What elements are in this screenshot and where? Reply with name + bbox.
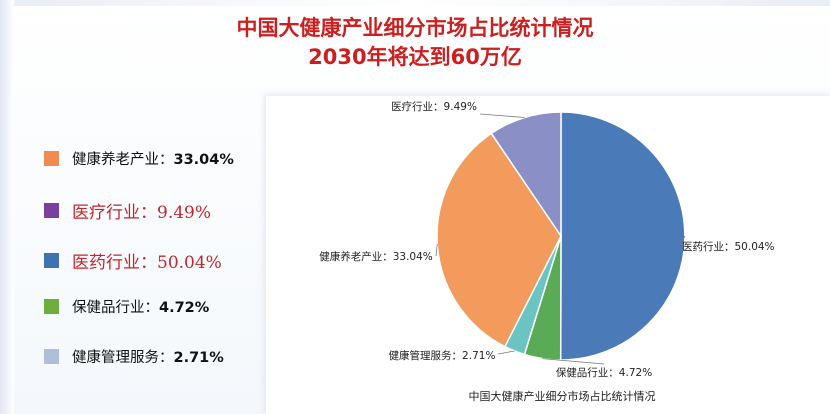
legend-label: 医疗行业： — [72, 202, 157, 223]
legend-value: 50.04% — [157, 252, 222, 273]
legend-label: 医药行业： — [72, 252, 157, 273]
legend-value: 4.72% — [159, 299, 210, 316]
legend-swatch — [44, 252, 59, 268]
chart-caption: 中国大健康产业细分市场占比统计情况 — [469, 389, 656, 403]
pie-leader-lines — [435, 113, 686, 365]
frame-left-border — [0, 0, 14, 414]
legend-swatch — [44, 298, 59, 314]
slice-label-eldercare: 健康养老产业：33.04% — [319, 250, 433, 263]
legend-swatch — [44, 150, 59, 166]
pie-chart: 医疗行业：9.49% 医药行业：50.04% 健康养老产业：33.04% 健康管… — [319, 100, 775, 403]
legend-item-medical: 医疗行业：9.49% — [44, 198, 211, 223]
title-line-2: 2030年将达到60万亿 — [308, 45, 522, 69]
legend-text: 健康管理服务：2.71% — [72, 346, 224, 367]
page-title: 中国大健康产业细分市场占比统计情况 2030年将达到60万亿 — [0, 14, 830, 72]
legend-value: 33.04% — [173, 151, 234, 168]
chart-panel: 医疗行业：9.49% 医药行业：50.04% 健康养老产业：33.04% 健康管… — [266, 96, 830, 414]
leader-line-supplements — [542, 358, 605, 365]
legend-item-health-management: 健康管理服务：2.71% — [44, 344, 224, 368]
legend-value: 9.49% — [157, 202, 212, 223]
legend-label: 保健品行业： — [72, 299, 159, 316]
legend-item-supplements: 保健品行业：4.72% — [44, 294, 209, 318]
legend-swatch — [44, 202, 59, 218]
pie-slice-pharma — [559, 111, 686, 361]
legend-swatch — [44, 348, 59, 364]
legend-text: 健康养老产业：33.04% — [72, 148, 234, 169]
slice-label-supplements: 保健品行业：4.72% — [556, 366, 652, 379]
leader-line-eldercare — [435, 243, 438, 257]
frame-top-border — [0, 0, 830, 6]
leader-line-pharma — [677, 235, 686, 247]
legend-text: 保健品行业：4.72% — [72, 296, 209, 317]
pie-slices — [436, 111, 686, 361]
legend-label: 健康管理服务： — [72, 349, 174, 366]
slice-label-medical: 医疗行业：9.49% — [391, 100, 477, 113]
leader-line-health-management — [497, 350, 515, 355]
legend-item-eldercare: 健康养老产业：33.04% — [44, 146, 234, 170]
slice-label-health-management: 健康管理服务：2.71% — [389, 349, 496, 362]
legend-text: 医疗行业：9.49% — [72, 198, 211, 223]
title-line-1: 中国大健康产业细分市场占比统计情况 — [236, 16, 594, 40]
leader-line-medical — [479, 113, 525, 118]
legend-text: 医药行业：50.04% — [72, 248, 222, 273]
legend-value: 2.71% — [173, 349, 224, 366]
legend-label: 健康养老产业： — [72, 151, 174, 168]
slice-label-pharma: 医药行业：50.04% — [682, 240, 775, 253]
legend-item-pharma: 医药行业：50.04% — [44, 248, 222, 273]
